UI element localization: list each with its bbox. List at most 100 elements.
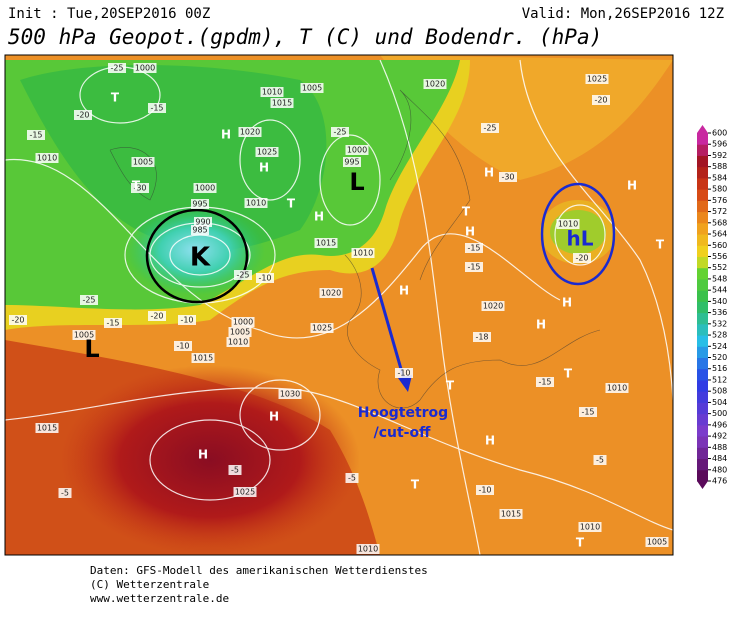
temperature-label-box <box>148 103 166 113</box>
colorbar-cap <box>697 125 708 133</box>
footer-text: Daten: GFS-Modell des amerikanischen Wet… <box>90 564 428 577</box>
temperature-label-box <box>131 183 149 193</box>
colorbar-tick-label: 592 <box>712 151 727 160</box>
colorbar-segment <box>697 290 708 302</box>
temperature-label: -15 <box>29 131 42 140</box>
temperature-label: -30 <box>133 184 146 193</box>
isobar-label-box <box>481 301 505 311</box>
isobar-label-box <box>233 487 257 497</box>
isobar-label: 1005 <box>133 158 153 167</box>
temperature-label-box <box>476 485 494 495</box>
temperature-label: -10 <box>258 274 271 283</box>
isobar-label-box <box>191 353 215 363</box>
colorbar-tick-label: 552 <box>712 263 727 272</box>
temperature-label: -10 <box>397 369 410 378</box>
annotation: Hoogtetrog <box>358 405 448 421</box>
colorbar-tick-label: 584 <box>712 173 727 182</box>
colorbar-segment <box>697 245 708 257</box>
isobar-label-box <box>231 317 255 327</box>
temperature-label: -15 <box>106 319 119 328</box>
isobar-label-box <box>35 423 59 433</box>
temperature-label-box <box>592 95 610 105</box>
colorbar-segment <box>697 379 708 392</box>
colorbar-segment <box>697 402 708 415</box>
isobar-label-box <box>191 225 209 235</box>
isobar-label: 1010 <box>353 249 373 258</box>
temperature-label-box <box>579 407 597 417</box>
colorbar-tick-label: 564 <box>712 230 727 239</box>
isobar-label: 1005 <box>647 538 667 547</box>
isobar-label: 1015 <box>316 239 336 248</box>
temperature-label: -5 <box>61 489 69 498</box>
isobar-label: 1005 <box>74 331 94 340</box>
arrow-head <box>398 375 412 392</box>
colorbar-tick-label: 520 <box>712 353 727 362</box>
isobar-label: 1025 <box>257 148 277 157</box>
colorbar-tick-label: 544 <box>712 286 727 295</box>
isobar-label: 1000 <box>347 146 367 155</box>
temperature-label-box <box>234 270 252 280</box>
isobar-label-box <box>278 389 302 399</box>
isobar-label-box <box>423 79 447 89</box>
colorbar-segment <box>697 211 708 224</box>
pressure-symbol: H <box>536 318 546 332</box>
temperature-label: -10 <box>176 342 189 351</box>
isobar-label: 1020 <box>425 80 445 89</box>
colorbar-tick-label: 528 <box>712 331 727 340</box>
colorbar-segment <box>697 189 708 201</box>
temperature-label-box <box>9 315 27 325</box>
pressure-symbol: T <box>111 91 120 105</box>
temperature-label-box <box>178 315 196 325</box>
pressure-symbol: T <box>132 179 141 193</box>
colorbar-tick-label: 500 <box>712 409 727 418</box>
isobar-label-box <box>585 74 609 84</box>
isobar-label-box <box>556 219 580 229</box>
isobar-label-box <box>131 157 155 167</box>
isobar-label: 1000 <box>195 184 215 193</box>
isobar-label-box <box>300 83 324 93</box>
annotation: K <box>190 243 211 273</box>
temperature-label: -10 <box>180 316 193 325</box>
low-marker <box>145 208 249 304</box>
colorbar-segment <box>697 424 708 437</box>
colorbar-segment <box>697 413 708 426</box>
isobar-label-box <box>228 327 252 337</box>
temperature-label-box <box>395 368 413 378</box>
colorbar-tick-label: 484 <box>712 454 727 463</box>
cutoff-marker <box>540 182 616 286</box>
isobar-label: 1010 <box>37 154 57 163</box>
isobar-label: 1015 <box>193 354 213 363</box>
colorbar-tick-label: 532 <box>712 319 727 328</box>
temperature-label: -20 <box>150 312 163 321</box>
isobar-label-box <box>72 330 96 340</box>
temperature-label-box <box>573 253 591 263</box>
colorbar-tick-label: 588 <box>712 162 727 171</box>
temperature-label: -18 <box>475 333 488 342</box>
temperature-label: -20 <box>11 316 24 325</box>
pressure-symbol: H <box>484 166 494 180</box>
temperature-label: -20 <box>575 254 588 263</box>
map-title: 500 hPa Geopot.(gpdm), T (C) und Bodendr… <box>8 25 602 49</box>
region <box>540 200 616 264</box>
colorbar-segment <box>697 267 708 280</box>
isobar-label-box <box>645 537 669 547</box>
temperature-label: -15 <box>581 408 594 417</box>
isobar-label-box <box>578 522 602 532</box>
isobar-label-box <box>605 383 629 393</box>
colorbar-segment <box>697 436 708 448</box>
pressure-symbol: H <box>485 434 495 448</box>
isobar-label-box <box>345 145 369 155</box>
pressure-symbol: T <box>411 478 420 492</box>
temperature-label-box <box>58 488 72 498</box>
pressure-symbol: H <box>562 296 572 310</box>
colorbar-tick-label: 476 <box>712 477 727 486</box>
colorbar-segment <box>697 469 708 482</box>
pressure-symbol: T <box>656 238 665 252</box>
colorbar-segment <box>697 155 708 168</box>
pressure-symbol: H <box>399 284 409 298</box>
pressure-symbol: H <box>221 128 231 142</box>
temperature-label-box <box>27 130 45 140</box>
colorbar-tick-label: 560 <box>712 241 727 250</box>
temperature-label: -25 <box>110 64 123 73</box>
